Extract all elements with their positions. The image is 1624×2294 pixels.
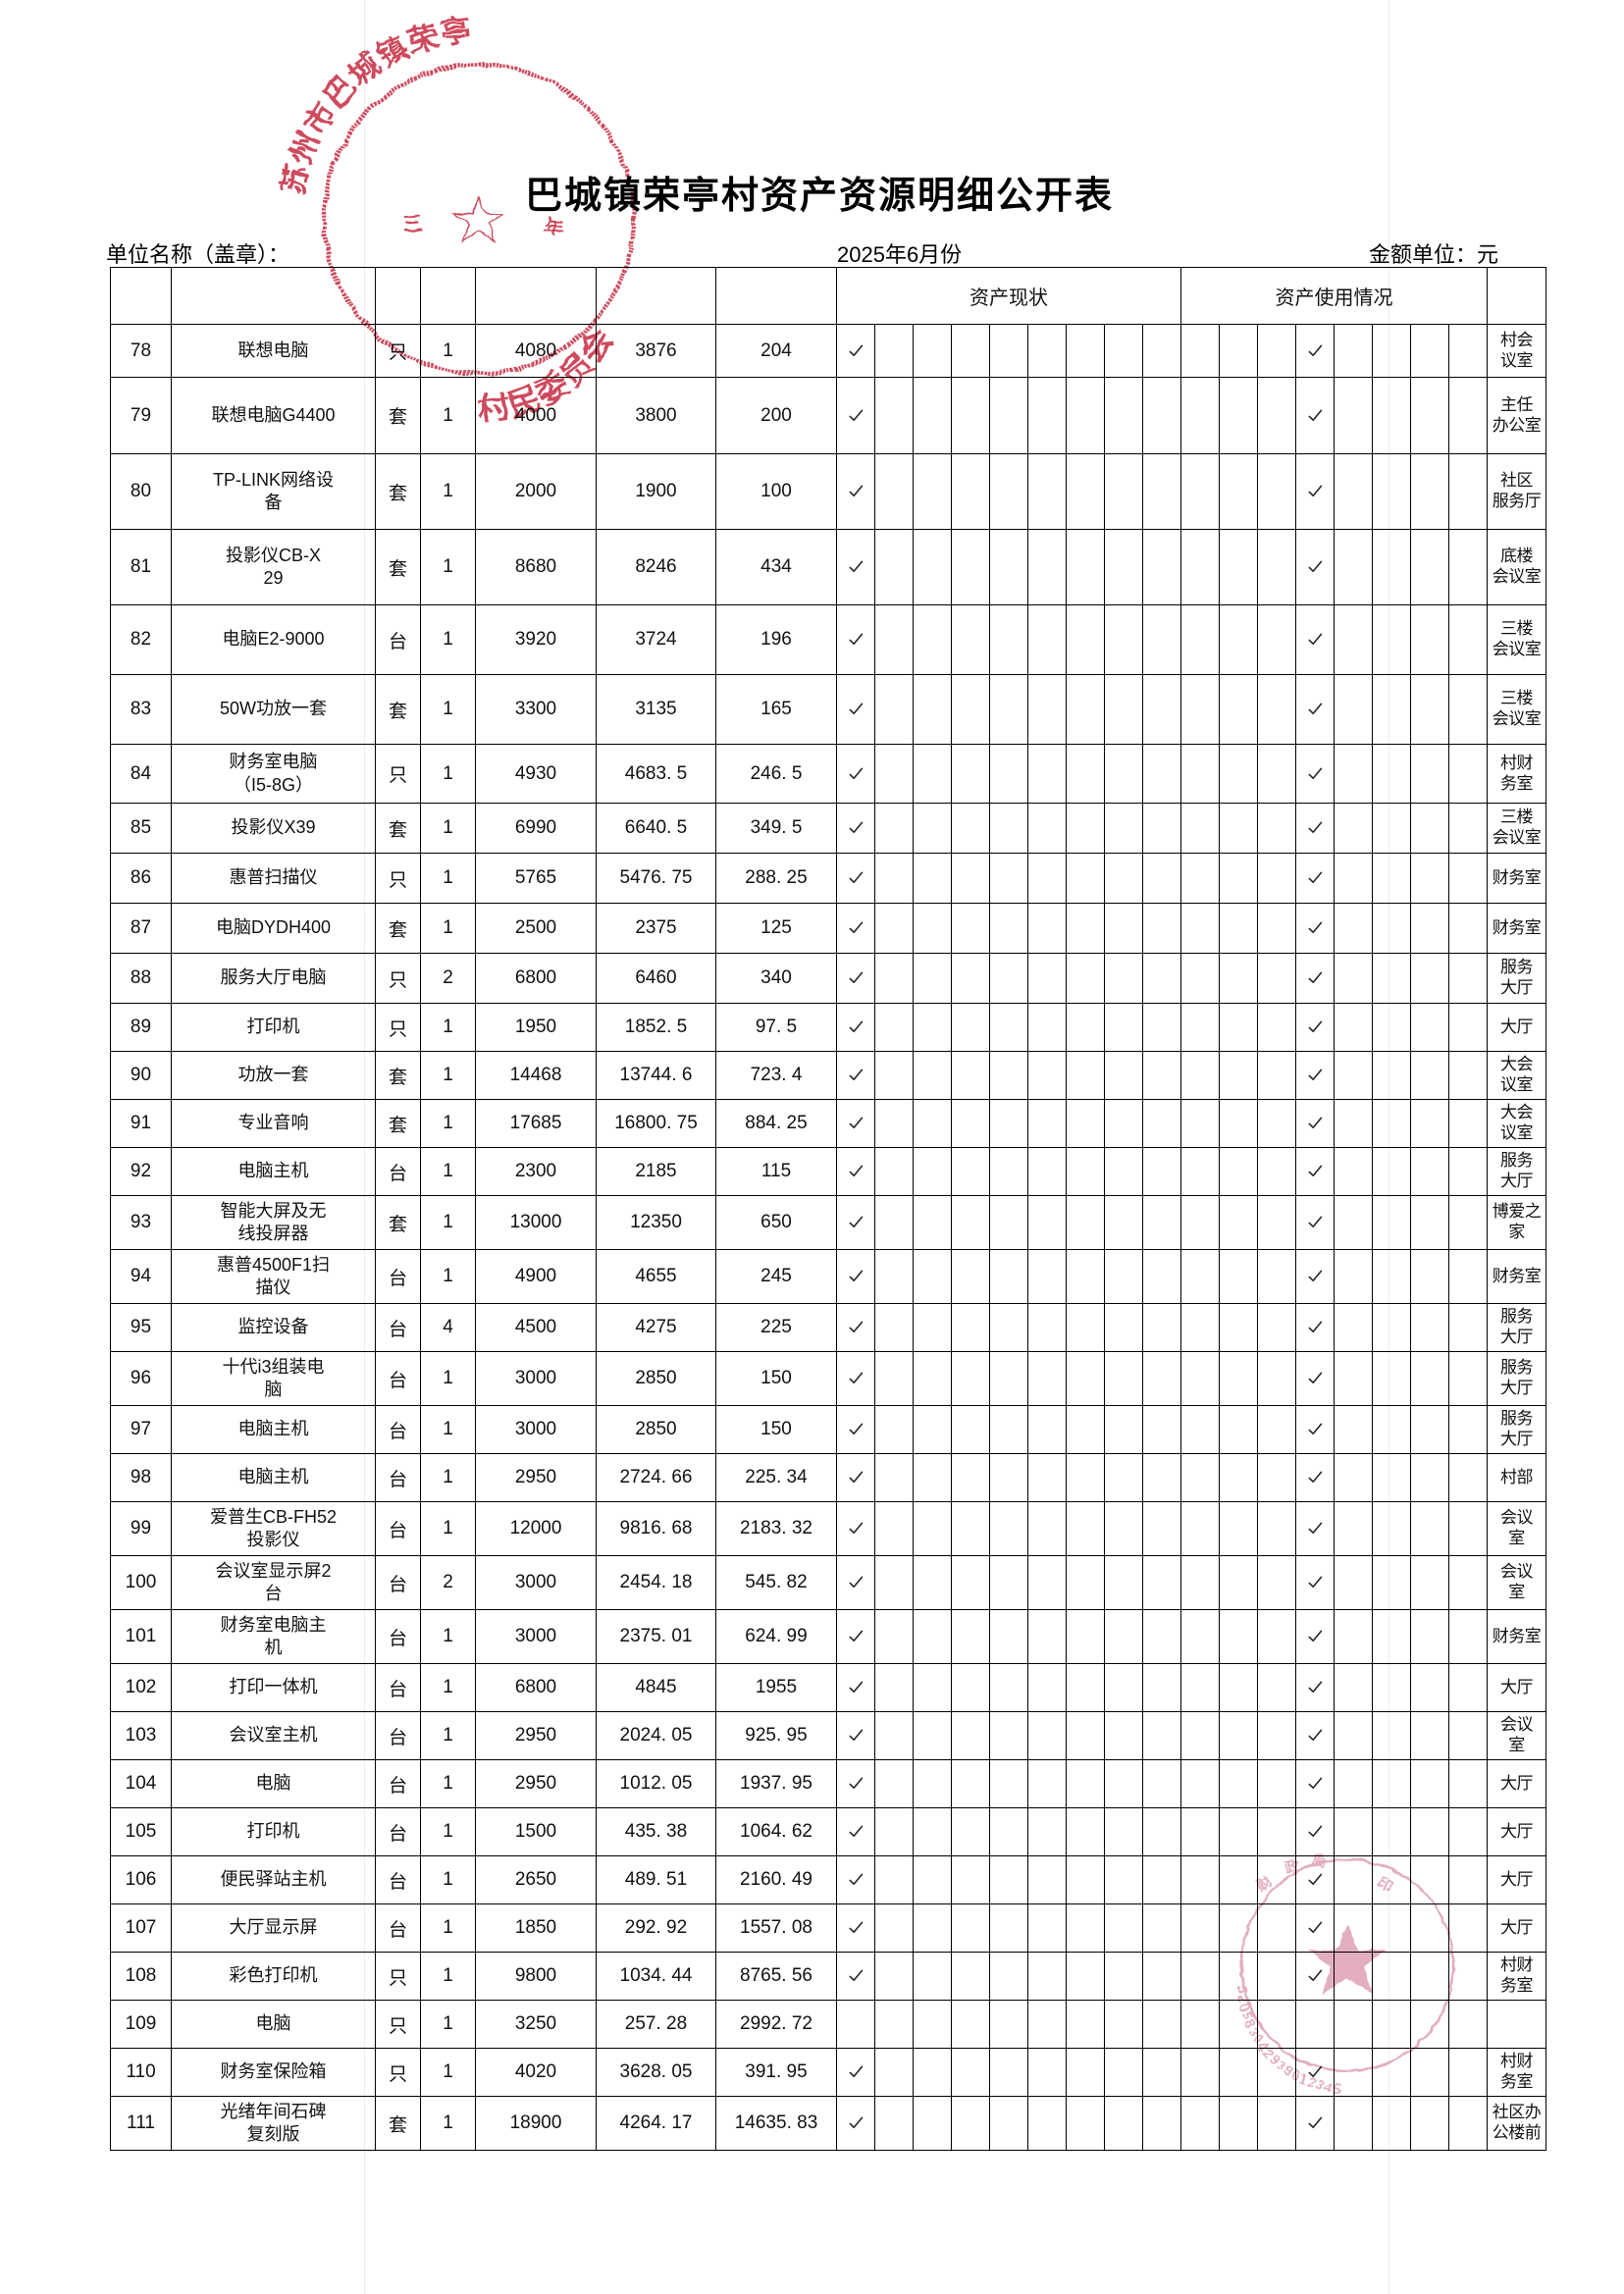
svg-text:局: 局 [1310, 1852, 1327, 1870]
svg-text:320583042939012345: 320583042939012345 [1234, 1985, 1343, 2096]
svg-text:三: 三 [402, 212, 425, 236]
svg-text:政: 政 [1283, 1857, 1302, 1878]
svg-text:印: 印 [1375, 1874, 1396, 1897]
svg-text:苏州市巴城镇荣亭: 苏州市巴城镇荣亭 [275, 13, 474, 197]
svg-text:年: 年 [543, 215, 565, 240]
